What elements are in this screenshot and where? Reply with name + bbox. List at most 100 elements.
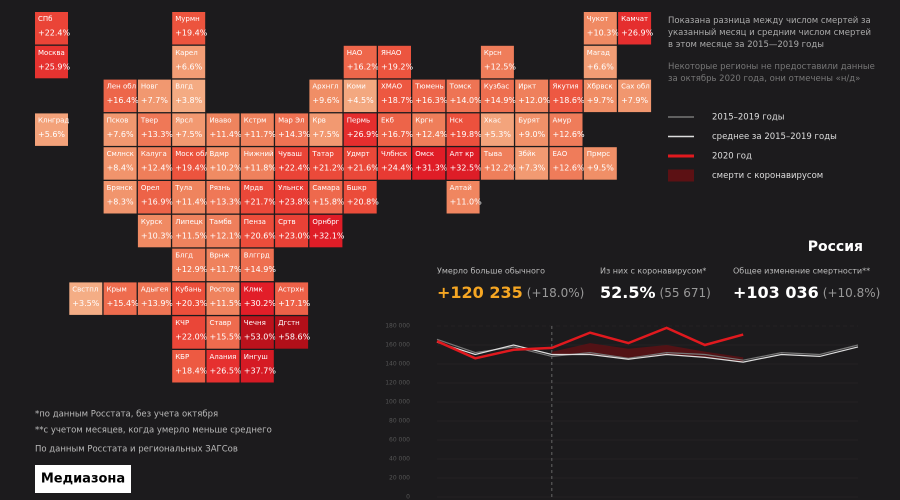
region-value: +25.9% xyxy=(38,62,71,71)
region-name: Сах обл xyxy=(621,83,650,91)
region-name: Алт кр xyxy=(450,150,475,158)
region-name: КЧР xyxy=(175,319,189,327)
region-name: Орел xyxy=(141,184,160,192)
region-value: +11.7% xyxy=(244,130,277,139)
region-tile xyxy=(35,113,68,146)
region-value: +13.9% xyxy=(141,299,174,308)
region-name: ЯНАО xyxy=(381,49,402,57)
region-tile xyxy=(275,113,309,146)
region-tile xyxy=(172,79,206,113)
region-name: Смлнск xyxy=(107,150,134,158)
region-tile xyxy=(618,79,652,113)
region-tile xyxy=(583,45,617,79)
region-name: Блгд xyxy=(175,252,193,260)
region-value: +14.9% xyxy=(484,96,517,105)
note: **с учетом месяцев, когда умерло меньше … xyxy=(35,426,272,436)
region-name: Мрдв xyxy=(244,184,263,192)
region-tile xyxy=(240,248,274,282)
region-value: +11.5% xyxy=(210,299,243,308)
region-tile xyxy=(275,147,309,180)
region-name: Свстпл xyxy=(72,285,98,293)
region-value: +26.5% xyxy=(210,367,243,376)
region-tile xyxy=(480,45,514,79)
region-tile xyxy=(515,113,549,146)
region-value: +12.5% xyxy=(484,62,517,71)
region-tile xyxy=(172,147,206,180)
region-name: Татар xyxy=(311,150,334,158)
region-name: Адыгея xyxy=(141,285,168,293)
stat-main: +120 235 xyxy=(437,283,523,302)
region-tile xyxy=(240,350,274,383)
region-tile xyxy=(275,181,309,214)
region-value: +7.7% xyxy=(141,96,168,105)
region-name: Амур xyxy=(553,116,572,124)
note: *по данным Росстата, без учета октября xyxy=(35,410,218,420)
region-tile xyxy=(172,45,206,79)
region-name: Хбрвск xyxy=(587,83,613,91)
region-tile xyxy=(137,113,171,146)
region-name: Тула xyxy=(174,184,192,192)
region-value: +14.3% xyxy=(278,130,311,139)
region-tile xyxy=(446,181,480,214)
region-tile xyxy=(206,181,240,214)
region-tile xyxy=(412,79,446,113)
region-name: Чуваш xyxy=(278,150,302,158)
region-value: +9.6% xyxy=(312,96,339,105)
region-tile xyxy=(172,248,206,282)
region-tile xyxy=(378,45,411,79)
region-tile xyxy=(446,113,480,146)
y-tick-label: 60 000 xyxy=(389,437,410,444)
region-tile xyxy=(343,181,377,214)
region-name: Карел xyxy=(175,49,197,57)
region-value: +24.4% xyxy=(381,164,414,173)
region-value: +16.2% xyxy=(347,62,380,71)
region-name: Рязнь xyxy=(210,184,231,192)
region-name: Ростов xyxy=(210,285,235,293)
region-tile xyxy=(412,113,446,146)
region-name: Бшкр xyxy=(347,184,367,192)
region-name: Новг xyxy=(141,83,159,91)
region-value: +12.2% xyxy=(484,164,517,173)
region-value: +20.8% xyxy=(347,198,380,207)
region-value: +13.3% xyxy=(210,198,243,207)
region-tile xyxy=(549,79,583,113)
region-value: +18.4% xyxy=(175,367,208,376)
region-name: Врнж xyxy=(210,252,231,260)
region-value: +6.6% xyxy=(175,62,202,71)
region-name: Иваво xyxy=(210,116,232,124)
region-value: +10.3% xyxy=(587,29,620,38)
region-name: Томск xyxy=(449,83,472,91)
region-value: +26.9% xyxy=(347,130,380,139)
region-name: Крым xyxy=(107,285,127,293)
region-name: Крсн xyxy=(484,49,502,57)
region-tile xyxy=(275,316,309,349)
region-value: +11.8% xyxy=(244,164,277,173)
region-value: +32.5% xyxy=(450,164,483,173)
region-tile xyxy=(583,79,617,113)
region-value: +37.7% xyxy=(244,367,277,376)
region-name: Омск xyxy=(415,150,434,158)
region-tile xyxy=(172,350,206,383)
region-value: +30.2% xyxy=(244,299,277,308)
region-value: +13.3% xyxy=(141,130,174,139)
region-value: +12.0% xyxy=(518,96,551,105)
region-value: +58.6% xyxy=(278,333,311,342)
region-value: +9.5% xyxy=(587,164,614,173)
region-tile xyxy=(446,79,480,113)
region-name: Мурмн xyxy=(175,15,199,23)
region-name: Алания xyxy=(210,353,237,361)
stat-label: Умерло больше обычного xyxy=(437,267,545,276)
region-name: Клмк xyxy=(244,285,263,293)
y-tick-label: 180 000 xyxy=(385,323,410,330)
region-name: Курск xyxy=(141,218,163,226)
region-name: Нижний xyxy=(244,150,274,158)
region-name: Архнгл xyxy=(312,83,338,91)
region-value: +23.0% xyxy=(278,231,311,240)
region-tile xyxy=(583,147,617,180)
y-tick-label: 100 000 xyxy=(385,399,410,406)
region-tile xyxy=(412,147,446,180)
region-value: +7.5% xyxy=(312,130,339,139)
region-name: Нск xyxy=(450,116,463,124)
region-value: +53.0% xyxy=(244,333,277,342)
region-tile xyxy=(103,147,137,180)
